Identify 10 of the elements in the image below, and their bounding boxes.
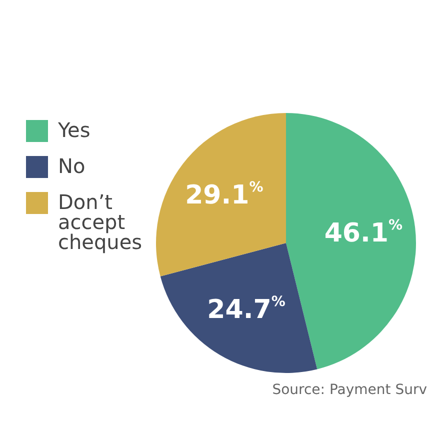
legend-label: Don’t accept cheques bbox=[58, 190, 144, 254]
pie-slice bbox=[160, 243, 318, 373]
pie-slice bbox=[286, 113, 416, 370]
legend-label: Yes bbox=[58, 118, 90, 142]
source-note: Source: Payment Surv bbox=[271, 382, 428, 398]
data-label: 24.7$^{%}$ bbox=[207, 294, 286, 326]
legend-label: No bbox=[58, 154, 86, 178]
pie-slice bbox=[156, 113, 286, 276]
data-label: 29.1$^{%}$ bbox=[185, 179, 264, 210]
data-label: 46.1$^{%}$ bbox=[324, 218, 403, 249]
